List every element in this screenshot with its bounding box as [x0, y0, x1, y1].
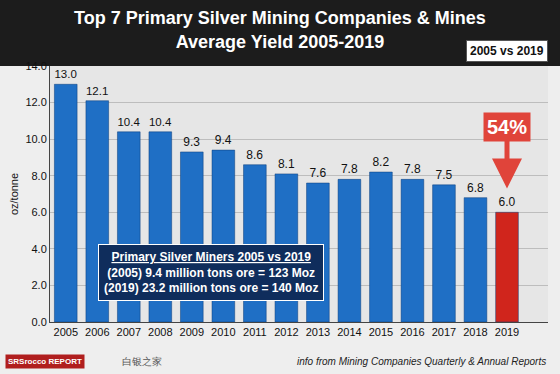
svg-text:2017: 2017: [432, 326, 456, 338]
svg-text:SRSrocco REPORT: SRSrocco REPORT: [8, 357, 82, 366]
svg-text:7.8: 7.8: [404, 162, 421, 176]
svg-text:6.8: 6.8: [467, 181, 484, 195]
svg-text:8.6: 8.6: [246, 148, 263, 162]
svg-text:Primary Silver Miners 2005 vs: Primary Silver Miners 2005 vs 2019(2005)…: [104, 250, 318, 295]
svg-text:2014: 2014: [337, 326, 361, 338]
svg-text:12.0: 12.0: [25, 96, 46, 108]
svg-text:4.0: 4.0: [32, 243, 47, 255]
svg-text:6.0: 6.0: [498, 195, 515, 209]
svg-text:2013: 2013: [306, 326, 330, 338]
svg-text:2018: 2018: [463, 326, 487, 338]
svg-text:2009: 2009: [180, 326, 204, 338]
svg-text:oz/tonne: oz/tonne: [8, 173, 20, 215]
svg-text:13.0: 13.0: [54, 68, 76, 80]
svg-text:9.4: 9.4: [215, 133, 232, 147]
svg-text:10.4: 10.4: [117, 116, 140, 128]
svg-text:2005: 2005: [54, 326, 78, 338]
svg-text:2011: 2011: [243, 326, 267, 338]
svg-text:8.1: 8.1: [278, 157, 295, 171]
svg-text:2.0: 2.0: [32, 279, 47, 291]
svg-text:7.6: 7.6: [309, 166, 326, 180]
svg-text:7.8: 7.8: [341, 162, 358, 176]
svg-text:8.0: 8.0: [32, 170, 47, 182]
svg-text:10.4: 10.4: [149, 116, 172, 128]
svg-text:Top 7 Primary Silver Mining Co: Top 7 Primary Silver Mining Companies & …: [74, 8, 486, 51]
svg-text:12.1: 12.1: [86, 85, 108, 97]
svg-text:54%: 54%: [487, 116, 527, 138]
svg-text:9.3: 9.3: [183, 135, 200, 149]
svg-text:6.0: 6.0: [32, 206, 47, 218]
svg-text:2005 vs 2019: 2005 vs 2019: [470, 44, 544, 58]
svg-text:7.5: 7.5: [435, 168, 452, 182]
svg-text:2006: 2006: [85, 326, 109, 338]
svg-text:8.2: 8.2: [372, 155, 389, 169]
svg-text:2015: 2015: [369, 326, 393, 338]
svg-text:2008: 2008: [148, 326, 172, 338]
svg-text:2016: 2016: [400, 326, 424, 338]
svg-text:info from Mining Companies Qua: info from Mining Companies Quarterly & A…: [297, 356, 546, 367]
svg-text:0.0: 0.0: [32, 316, 47, 328]
svg-text:2007: 2007: [117, 326, 141, 338]
svg-text:10.0: 10.0: [25, 133, 46, 145]
svg-text:14.0: 14.0: [25, 60, 46, 72]
svg-text:2019: 2019: [495, 326, 519, 338]
svg-text:2012: 2012: [274, 326, 298, 338]
svg-text:白银之家: 白银之家: [122, 356, 162, 367]
svg-text:2010: 2010: [211, 326, 235, 338]
